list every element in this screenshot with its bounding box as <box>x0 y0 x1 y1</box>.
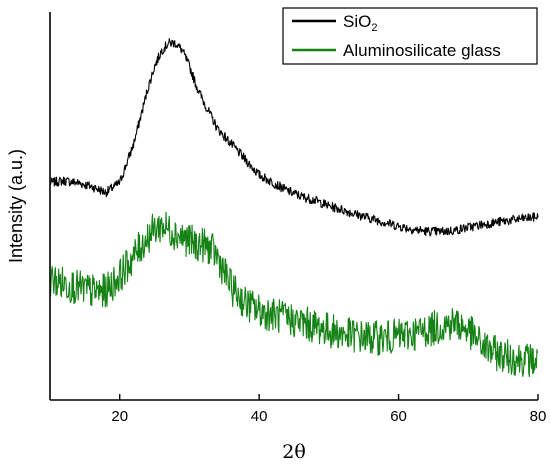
x-ticks-group: 20 40 60 80 <box>111 394 546 425</box>
y-axis-title: Intensity (a.u.) <box>6 149 26 263</box>
x-tick-label: 20 <box>111 408 128 425</box>
legend-frame <box>282 7 538 65</box>
legend-label-sio2-sub: 2 <box>371 22 377 34</box>
legend-label-sio2-base: SiO <box>343 12 371 31</box>
legend: SiO2 Aluminosilicate glass <box>282 7 538 65</box>
x-tick-label: 80 <box>530 408 547 425</box>
x-tick-label: 40 <box>251 408 268 425</box>
plot-series-group <box>49 38 539 378</box>
series-line-aluminosilicate <box>49 211 539 378</box>
series-line-sio2 <box>49 38 539 237</box>
legend-label-sio2: SiO2 <box>343 12 377 34</box>
legend-label-aluminosilicate: Aluminosilicate glass <box>343 41 501 60</box>
x-axis-title: 2θ <box>282 441 306 463</box>
x-tick-label: 60 <box>390 408 407 425</box>
